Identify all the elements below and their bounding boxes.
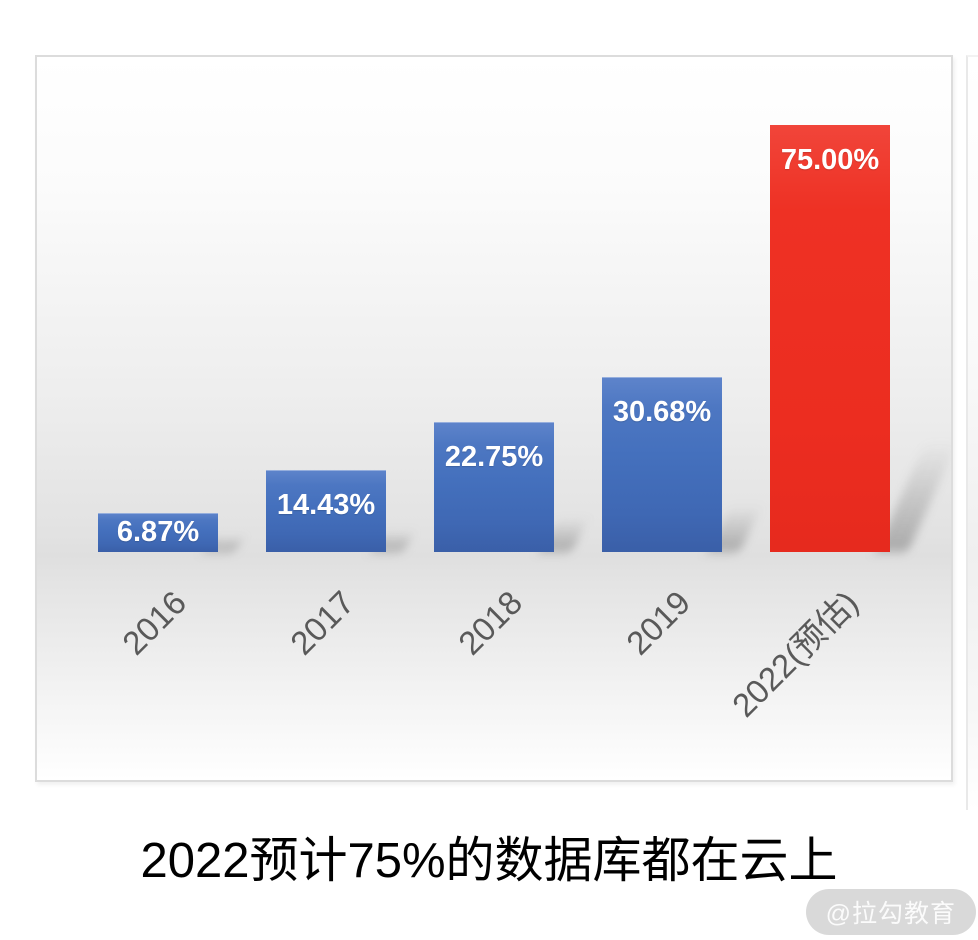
chart-caption: 2022预计75%的数据库都在云上 <box>140 834 838 888</box>
bar-2017: 14.43% <box>266 470 386 552</box>
bar-value-label: 22.75% <box>444 441 544 473</box>
watermark-text: @拉勾教育 <box>825 900 956 928</box>
x-tick-2017: 2017 <box>282 583 361 662</box>
chart-panel: 6.87% 2016 14.43% 2017 22.75% 2018 30.68% 2019 7… <box>35 55 953 782</box>
bar-value-label: 30.68% <box>612 396 712 428</box>
bar-2016: 6.87% <box>98 513 218 552</box>
bar-2022: 75.00% <box>770 125 890 552</box>
adjacent-panel-edge <box>966 55 978 810</box>
bar-value-label: 6.87% <box>116 516 200 548</box>
x-tick-2018: 2018 <box>450 583 529 662</box>
plot-area: 6.87% 2016 14.43% 2017 22.75% 2018 30.68% 2019 7… <box>37 57 951 780</box>
watermark-badge: @拉勾教育 <box>805 889 976 935</box>
bar-2019: 30.68% <box>602 377 722 552</box>
bar-value-label: 75.00% <box>780 144 880 176</box>
x-tick-2016: 2016 <box>114 583 193 662</box>
bar-value-label: 14.43% <box>276 489 376 521</box>
bar-2018: 22.75% <box>434 422 554 552</box>
x-tick-2022: 2022(预估) <box>724 583 865 724</box>
x-tick-2019: 2019 <box>618 583 697 662</box>
